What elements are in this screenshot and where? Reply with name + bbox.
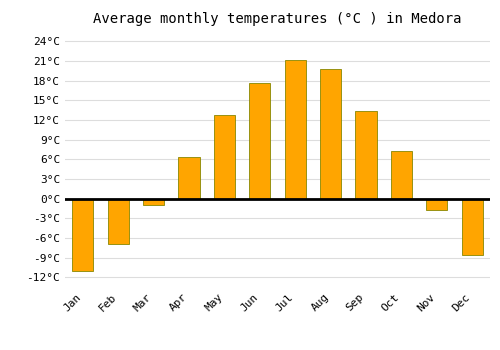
Bar xyxy=(178,157,200,198)
Bar xyxy=(72,198,94,271)
Bar xyxy=(426,198,448,210)
Bar xyxy=(214,116,235,198)
Bar xyxy=(391,152,412,198)
Bar xyxy=(108,198,129,244)
Title: Average monthly temperatures (°C ) in Medora: Average monthly temperatures (°C ) in Me… xyxy=(93,12,462,26)
Bar xyxy=(143,198,164,205)
Bar xyxy=(356,111,376,198)
Bar xyxy=(462,198,483,255)
Bar xyxy=(249,83,270,198)
Bar xyxy=(320,70,341,198)
Bar xyxy=(284,60,306,198)
